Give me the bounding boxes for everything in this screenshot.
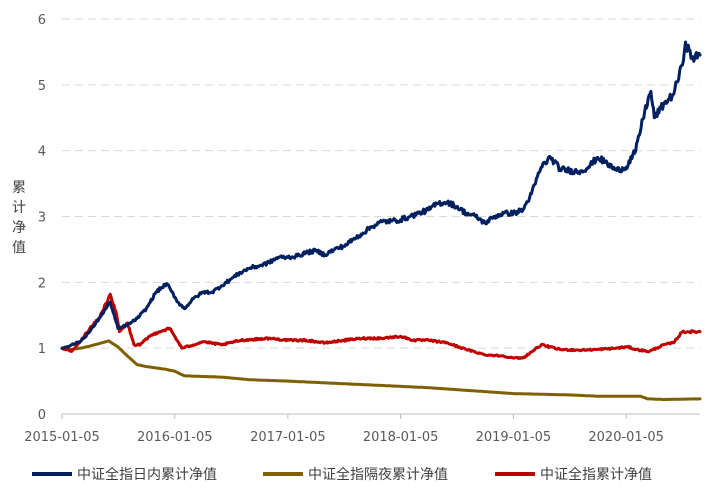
x-tick-label: 2020-01-05 <box>588 430 664 445</box>
x-tick-label: 2018-01-05 <box>363 430 439 445</box>
y-axis-title-char: 累 <box>12 180 26 196</box>
x-tick-label: 2015-01-05 <box>24 430 100 445</box>
y-tick-label: 3 <box>38 211 46 226</box>
x-tick-labels: 2015-01-05 2016-01-05 2017-01-05 2018-01-05… <box>24 430 664 445</box>
y-tick-label: 4 <box>38 145 46 160</box>
legend: 中证全指日内累计净值 中证全指隔夜累计净值 中证全指累计净值 <box>32 466 652 483</box>
y-tick-label: 1 <box>38 342 46 357</box>
legend-label: 中证全指隔夜累计净值 <box>308 466 448 483</box>
y-axis-title-char: 净 <box>12 220 26 236</box>
y-tick-label: 5 <box>38 79 46 94</box>
x-tick-label: 2019-01-05 <box>476 430 552 445</box>
legend-label: 中证全指累计净值 <box>540 466 652 483</box>
y-tick-labels: 0 1 2 3 4 5 6 <box>38 13 46 423</box>
y-tick-label: 2 <box>38 276 46 291</box>
axes <box>61 413 700 419</box>
y-tick-label: 6 <box>38 13 46 28</box>
y-axis-title-char: 值 <box>12 240 26 256</box>
x-tick-label: 2017-01-05 <box>250 430 326 445</box>
y-axis-title-char: 计 <box>12 200 26 216</box>
series-line <box>60 339 702 401</box>
y-axis-title: 累计净值 <box>12 180 26 256</box>
grid-lines <box>62 18 700 349</box>
y-tick-label: 0 <box>38 408 46 423</box>
series-line <box>60 292 702 360</box>
series-line <box>60 40 702 350</box>
legend-label: 中证全指日内累计净值 <box>77 466 217 483</box>
x-tick-label: 2016-01-05 <box>137 430 213 445</box>
series-layer <box>60 40 702 401</box>
